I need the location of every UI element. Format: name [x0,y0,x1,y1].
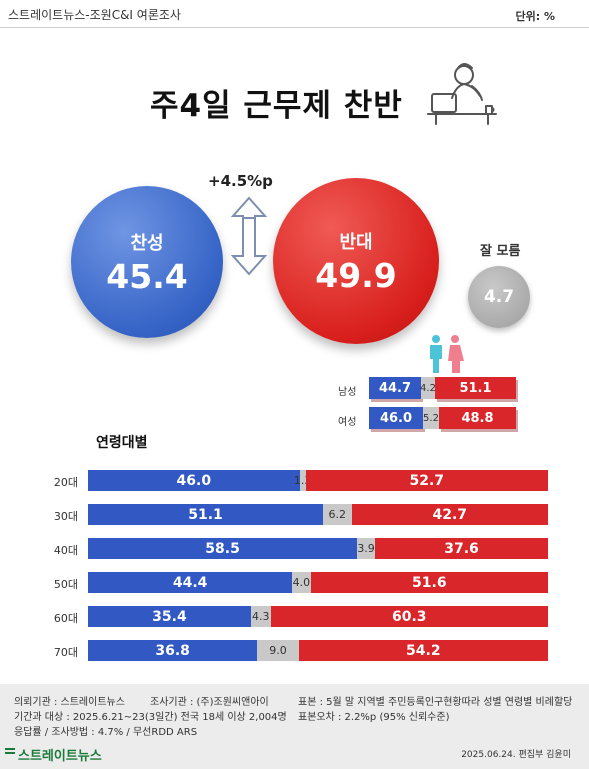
age-agree-segment: 46.0 [88,470,300,491]
female-bar: 46.0 5.2 48.8 [369,407,516,429]
female-unknown-segment: 5.2 [423,407,439,429]
age-agree-segment: 58.5 [88,538,358,559]
swap-arrows-icon [230,196,268,276]
age-disagree-segment: 52.7 [305,470,548,491]
age-agree-segment: 51.1 [88,504,324,525]
female-disagree-segment: 48.8 [439,407,516,429]
age-unknown-segment: 4.0 [292,572,311,593]
byline: 2025.06.24. 편집부 김윤미 [461,750,571,760]
age-agree-segment: 35.4 [88,606,251,627]
age-bar: 36.8 9.0 54.2 [88,640,548,661]
logo-text: 스트레이트뉴스 [18,749,102,764]
age-agree-segment: 36.8 [88,640,258,661]
age-row-label: 40대 [53,544,78,557]
male-label: 남성 [338,387,357,398]
age-row-label: 60대 [53,612,78,625]
age-row-label: 30대 [53,510,78,523]
age-unknown-segment: 3.9 [357,538,376,559]
unknown-value: 4.7 [483,287,515,307]
header-source: 스트레이트뉴스-조원C&I 여론조사 [8,8,181,22]
age-row-label: 20대 [53,476,78,489]
unit-label: 단위: % [515,10,556,23]
male-unknown-segment: 4.2 [420,377,436,399]
age-bar: 44.4 4.0 51.6 [88,572,548,593]
disagree-circle: 반대 49.9 [273,178,439,344]
age-section-title: 연령대별 [96,435,148,451]
footer-period: 기간과 대상 : 2025.6.21~23(3일간) 전국 18세 이상 2,0… [14,712,287,723]
footer-method: 응답률 / 조사방법 : 4.7% / 무선RDD ARS [14,727,198,738]
header-divider [0,27,589,28]
footer-error: 표본오차 : 2.2%p (95% 신뢰수준) [298,712,450,723]
logo-icon [5,748,15,754]
age-bar: 58.5 3.9 37.6 [88,538,548,559]
age-agree-segment: 44.4 [88,572,293,593]
footer-client: 의뢰기관 : 스트레이트뉴스 [14,697,125,708]
agree-label: 찬성 [130,232,164,254]
age-unknown-segment: 4.3 [250,606,271,627]
age-bar: 46.0 1.3 52.7 [88,470,548,491]
male-bar: 44.7 4.2 51.1 [369,377,516,399]
male-agree-segment: 44.7 [369,377,421,399]
age-row-label: 70대 [53,646,78,659]
age-disagree-segment: 42.7 [351,504,548,525]
footer-panel [0,684,589,769]
disagree-value: 49.9 [315,255,397,295]
female-agree-segment: 46.0 [369,407,423,429]
agree-value: 45.4 [106,256,188,296]
footer-sample: 표본 : 5월 말 지역별 주민등록인구현황따라 성별 연령별 비례할당 [298,697,573,708]
difference-label: +4.5%p [208,172,273,190]
age-unknown-segment: 6.2 [323,504,352,525]
gender-icon [430,335,464,373]
unknown-circle: 4.7 [468,266,530,328]
age-disagree-segment: 51.6 [310,572,548,593]
age-bar: 51.1 6.2 42.7 [88,504,548,525]
age-bar: 35.4 4.3 60.3 [88,606,548,627]
disagree-label: 반대 [339,231,373,253]
page-title: 주4일 근무제 찬반 [150,88,403,124]
age-disagree-segment: 60.3 [270,606,548,627]
age-unknown-segment: 9.0 [257,640,299,661]
age-disagree-segment: 37.6 [375,538,548,559]
unknown-label: 잘 모름 [480,244,521,259]
footer-surveyor: 조사기관 : (주)조원씨앤아이 [150,697,269,708]
female-label: 여성 [338,417,357,428]
age-row-label: 50대 [53,578,78,591]
office-worker-icon [427,63,497,125]
agree-circle: 찬성 45.4 [71,186,223,338]
age-disagree-segment: 54.2 [298,640,548,661]
male-disagree-segment: 51.1 [435,377,516,399]
